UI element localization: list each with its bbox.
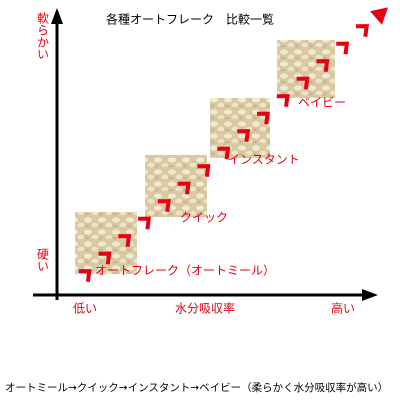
- progress-arrow: [78, 7, 388, 282]
- arrow-chevron: [197, 164, 211, 177]
- x-arrow: [362, 289, 378, 301]
- arrow-chevron: [356, 24, 369, 37]
- flake-image: [145, 155, 207, 217]
- y-bottom-label: 硬い: [36, 248, 50, 272]
- arrow-chevron: [336, 41, 350, 55]
- arrow-chevron: [276, 94, 290, 107]
- x-axis-label: 水分吸収率: [175, 301, 235, 316]
- arrow-chevron: [296, 76, 310, 90]
- y-arrow: [51, 8, 63, 24]
- arrow-chevron: [157, 199, 171, 212]
- y-top-label: 軟らかい: [36, 11, 50, 60]
- arrow-chevron: [177, 181, 191, 195]
- item-label: インスタント: [228, 153, 300, 167]
- arrow-chevron: [98, 251, 112, 265]
- arrow-chevron: [217, 146, 231, 160]
- arrow-chevron: [316, 59, 330, 72]
- item-label: オートフレーク（オートミール）: [95, 264, 275, 278]
- x-low-label: 低い: [73, 302, 97, 316]
- item-label: ベイビー: [298, 96, 346, 110]
- arrow-chevron: [237, 129, 251, 142]
- caption: オートミール→クイック→インスタント→ベイビー（柔らかく水分吸収率が高い）: [5, 381, 388, 394]
- item-label: クイック: [180, 211, 228, 225]
- title: 各種オートフレーク 比較一覧: [106, 12, 274, 27]
- arrow-chevron: [78, 269, 92, 282]
- x-high-label: 高い: [331, 301, 355, 316]
- arrow-chevron: [256, 111, 270, 125]
- arrow-chevron: [370, 7, 388, 25]
- arrow-chevron: [138, 216, 152, 230]
- arrow-chevron: [118, 234, 132, 247]
